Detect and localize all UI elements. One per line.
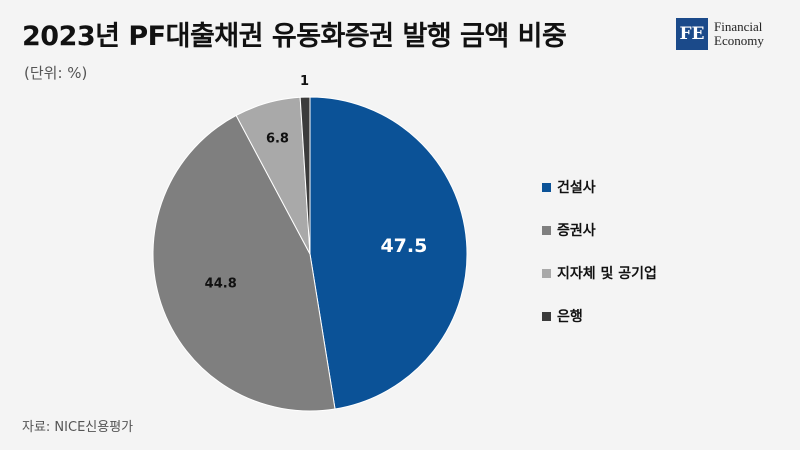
logo-text: Financial Economy — [714, 20, 764, 48]
data-label-0: 47.5 — [380, 235, 427, 257]
logo-line-1: Financial — [714, 19, 763, 34]
chart-title: 2023년 PF대출채권 유동화증권 발행 금액 비중 — [22, 21, 567, 52]
data-label-2: 6.8 — [266, 132, 289, 147]
source-note: 자료: NICE신용평가 — [22, 420, 134, 435]
legend-label-1: 증권사 — [557, 223, 596, 239]
legend-item-1: 증권사 — [542, 221, 657, 239]
data-label-1: 44.8 — [205, 277, 237, 292]
legend-swatch-2 — [542, 268, 551, 278]
legend-label-3: 은행 — [557, 309, 583, 325]
legend-label-0: 건설사 — [557, 180, 596, 196]
brand-logo: FE Financial Economy — [676, 18, 764, 50]
pie-slice-1 — [152, 114, 336, 412]
pie-slice-0 — [309, 96, 468, 410]
logo-mark-icon: FE — [676, 18, 708, 50]
logo-line-2: Economy — [714, 33, 764, 48]
legend-swatch-3 — [542, 311, 551, 321]
legend-swatch-1 — [542, 225, 551, 235]
legend-item-2: 지자체 및 공기업 — [542, 264, 657, 282]
legend-item-0: 건설사 — [542, 178, 657, 196]
legend-label-2: 지자체 및 공기업 — [557, 266, 657, 282]
unit-label: (단위: %) — [24, 64, 88, 82]
legend-swatch-0 — [542, 182, 551, 192]
pie-slice-3 — [299, 96, 311, 255]
data-label-3: 1 — [300, 74, 309, 89]
legend-item-3: 은행 — [542, 307, 657, 325]
